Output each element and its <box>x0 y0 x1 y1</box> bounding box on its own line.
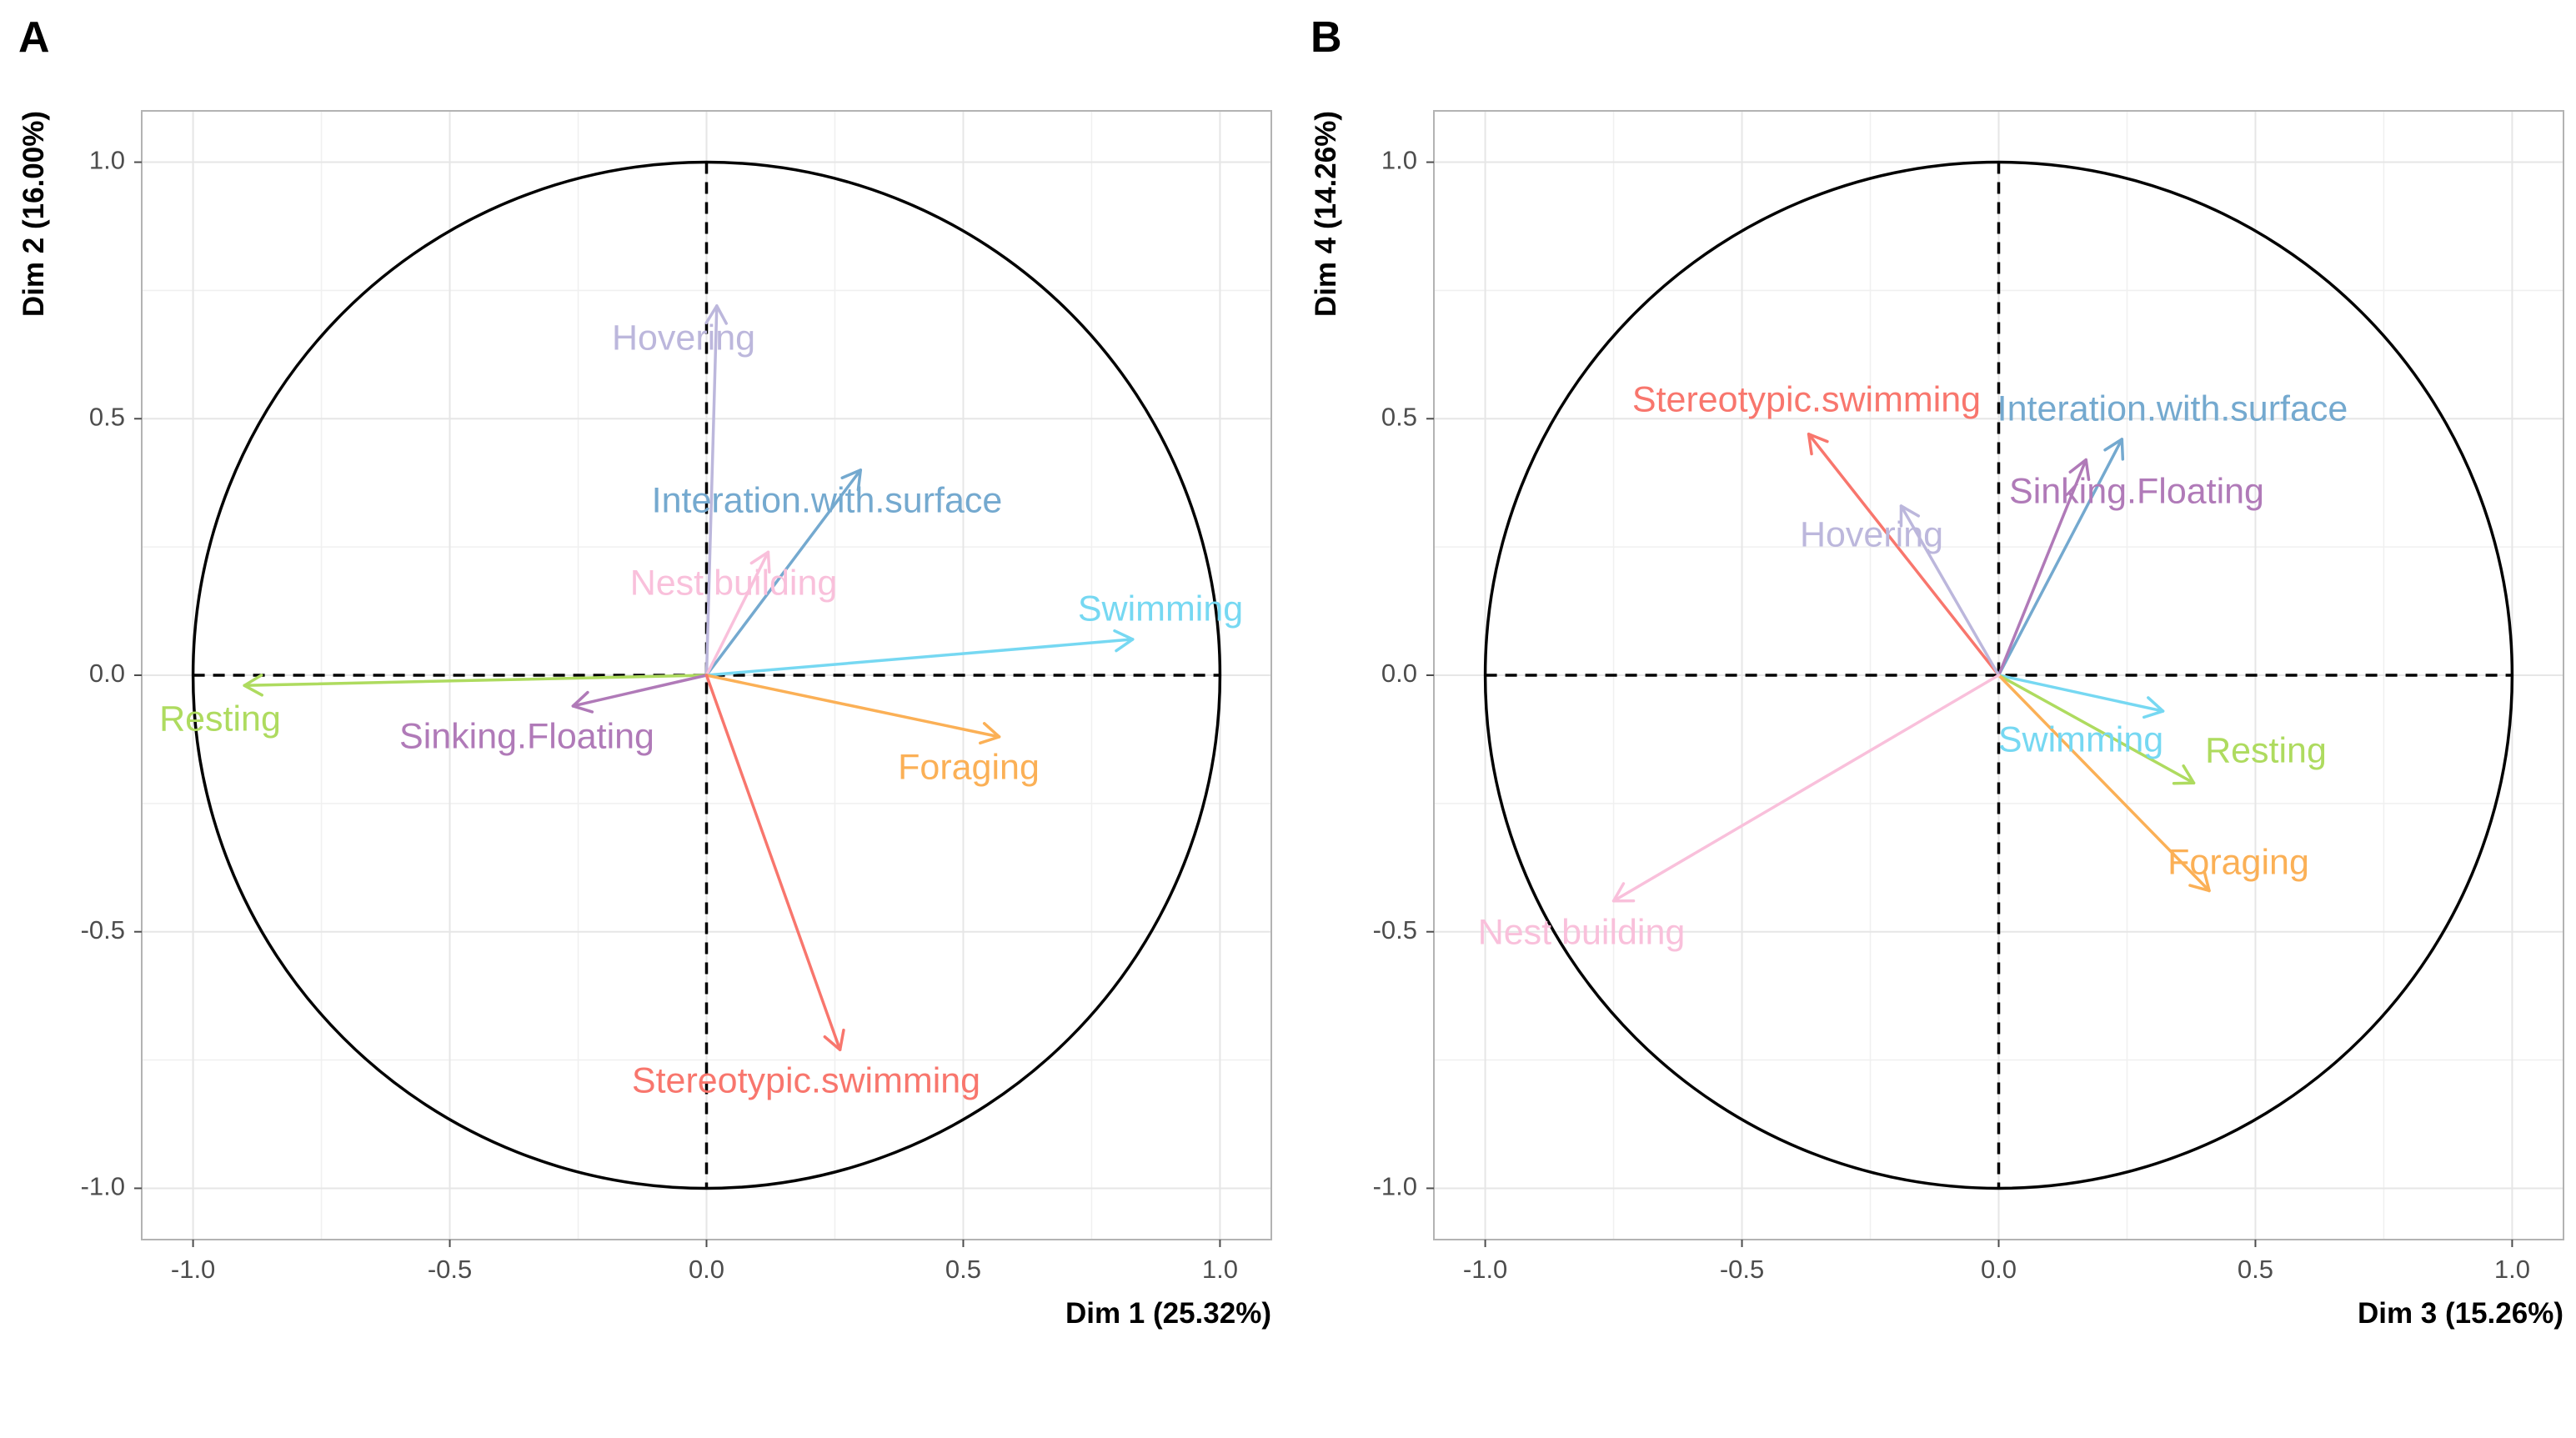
variable-label-foraging: Foraging <box>2168 842 2309 882</box>
arrow-stereotypic-swimming <box>1807 432 2001 677</box>
variable-label-swimming: Swimming <box>1078 589 1243 629</box>
arrow-shaft <box>1611 674 2001 903</box>
arrow-shaft <box>1899 504 2001 677</box>
arrow-head <box>243 674 263 697</box>
x-tick-label: 1.0 <box>1202 1255 1238 1284</box>
arrow-swimming <box>704 629 1135 677</box>
x-tick-label: 0.0 <box>689 1255 724 1284</box>
variable-label-stereotypic-swimming: Stereotypic.swimming <box>1632 379 1981 419</box>
arrow-shaft <box>704 468 863 677</box>
arrow-interation-with-surface <box>704 468 863 677</box>
variable-label-nest-building: Nest building <box>1478 912 1686 952</box>
variable-label-foraging: Foraging <box>898 747 1040 787</box>
arrow-shaft <box>571 674 709 708</box>
arrow-head <box>2188 869 2211 893</box>
arrow-shaft <box>704 304 719 677</box>
arrow-shaft <box>1997 458 2087 677</box>
arrow-swimming <box>1997 674 2165 719</box>
arrow-head <box>840 468 863 492</box>
y-tick-label: -0.5 <box>1373 915 1417 944</box>
arrow-head <box>571 690 594 714</box>
arrow-foraging <box>1997 674 2211 893</box>
arrow-head <box>2142 696 2165 719</box>
arrow-stereotypic-swimming <box>704 674 845 1052</box>
panel-label: B <box>1311 13 1342 62</box>
arrow-shaft <box>704 674 842 1052</box>
arrow-shaft <box>704 638 1135 677</box>
y-tick-label: 0.0 <box>1381 659 1417 688</box>
variable-label-resting: Resting <box>159 699 281 739</box>
x-tick-label: 0.0 <box>1981 1255 2017 1284</box>
arrow-sinking-floating <box>571 674 709 714</box>
arrow-head <box>2172 764 2196 785</box>
arrow-resting <box>1997 674 2196 785</box>
variable-label-nest-building: Nest building <box>630 563 838 603</box>
y-axis-title: Dim 4 (14.26%) <box>1310 111 1342 317</box>
y-axis-title: Dim 2 (16.00%) <box>18 111 50 317</box>
variable-label-interation-with-surface: Interation.with.surface <box>1997 388 2348 428</box>
arrow-head <box>1899 504 1921 528</box>
x-tick-label: -1.0 <box>171 1255 215 1284</box>
arrow-shaft <box>1997 674 2196 784</box>
y-tick-label: 0.5 <box>1381 402 1417 431</box>
arrow-head <box>1113 629 1135 653</box>
y-tick-label: -1.0 <box>1373 1172 1417 1201</box>
panel-a: Hovering Interation.with.surface Nest buil… <box>18 13 1272 1330</box>
arrow-shaft <box>704 550 770 677</box>
variable-label-sinking-floating: Sinking.Floating <box>2009 471 2264 511</box>
arrow-head <box>2068 458 2091 482</box>
arrow-head <box>1807 432 1829 456</box>
arrow-head <box>1611 882 1636 903</box>
x-tick-label: -1.0 <box>1463 1255 1507 1284</box>
y-tick-label: 0.0 <box>89 659 125 688</box>
arrow-shaft <box>1997 674 2211 893</box>
arrow-resting <box>243 674 709 697</box>
variable-label-sinking-floating: Sinking.Floating <box>399 716 654 756</box>
variable-label-resting: Resting <box>2205 730 2327 770</box>
y-tick-label: 1.0 <box>1381 146 1417 175</box>
arrow-head <box>749 550 771 574</box>
x-tick-label: -0.5 <box>428 1255 472 1284</box>
arrow-shaft <box>243 674 709 688</box>
variable-label-interation-with-surface: Interation.with.surface <box>652 480 1003 520</box>
x-tick-label: 0.5 <box>945 1255 981 1284</box>
x-axis-title: Dim 3 (15.26%) <box>2358 1297 2563 1330</box>
arrow-foraging <box>704 674 1001 745</box>
arrow-interation-with-surface <box>1997 438 2125 677</box>
y-tick-label: 0.5 <box>89 402 125 431</box>
arrow-nest-building <box>704 550 771 677</box>
arrow-shaft <box>1997 674 2165 713</box>
y-tick-label: -1.0 <box>81 1172 125 1201</box>
arrow-hovering <box>704 304 728 677</box>
arrow-head <box>2103 438 2125 461</box>
arrow-head <box>704 304 728 325</box>
y-tick-label: -0.5 <box>81 915 125 944</box>
panel-b: Stereotypic.swimming Interation.with.surf… <box>1310 13 2564 1330</box>
arrow-sinking-floating <box>1997 458 2091 677</box>
variable-label-hovering: Hovering <box>1800 514 1943 554</box>
x-tick-label: 0.5 <box>2238 1255 2273 1284</box>
y-tick-label: 1.0 <box>89 146 125 175</box>
variable-label-hovering: Hovering <box>612 318 755 358</box>
x-tick-label: 1.0 <box>2494 1255 2530 1284</box>
arrow-head <box>979 722 1001 745</box>
arrow-head <box>823 1028 845 1052</box>
variable-label-swimming: Swimming <box>1998 719 2163 759</box>
panel-label: A <box>18 13 50 62</box>
arrow-hovering <box>1899 504 2001 677</box>
arrow-shaft <box>1997 438 2124 677</box>
x-tick-label: -0.5 <box>1720 1255 1764 1284</box>
variable-label-stereotypic-swimming: Stereotypic.swimming <box>632 1060 980 1100</box>
arrow-nest-building <box>1611 674 2001 903</box>
arrow-shaft <box>1807 432 2001 677</box>
x-axis-title: Dim 1 (25.32%) <box>1065 1297 1271 1330</box>
arrow-shaft <box>704 674 1001 739</box>
